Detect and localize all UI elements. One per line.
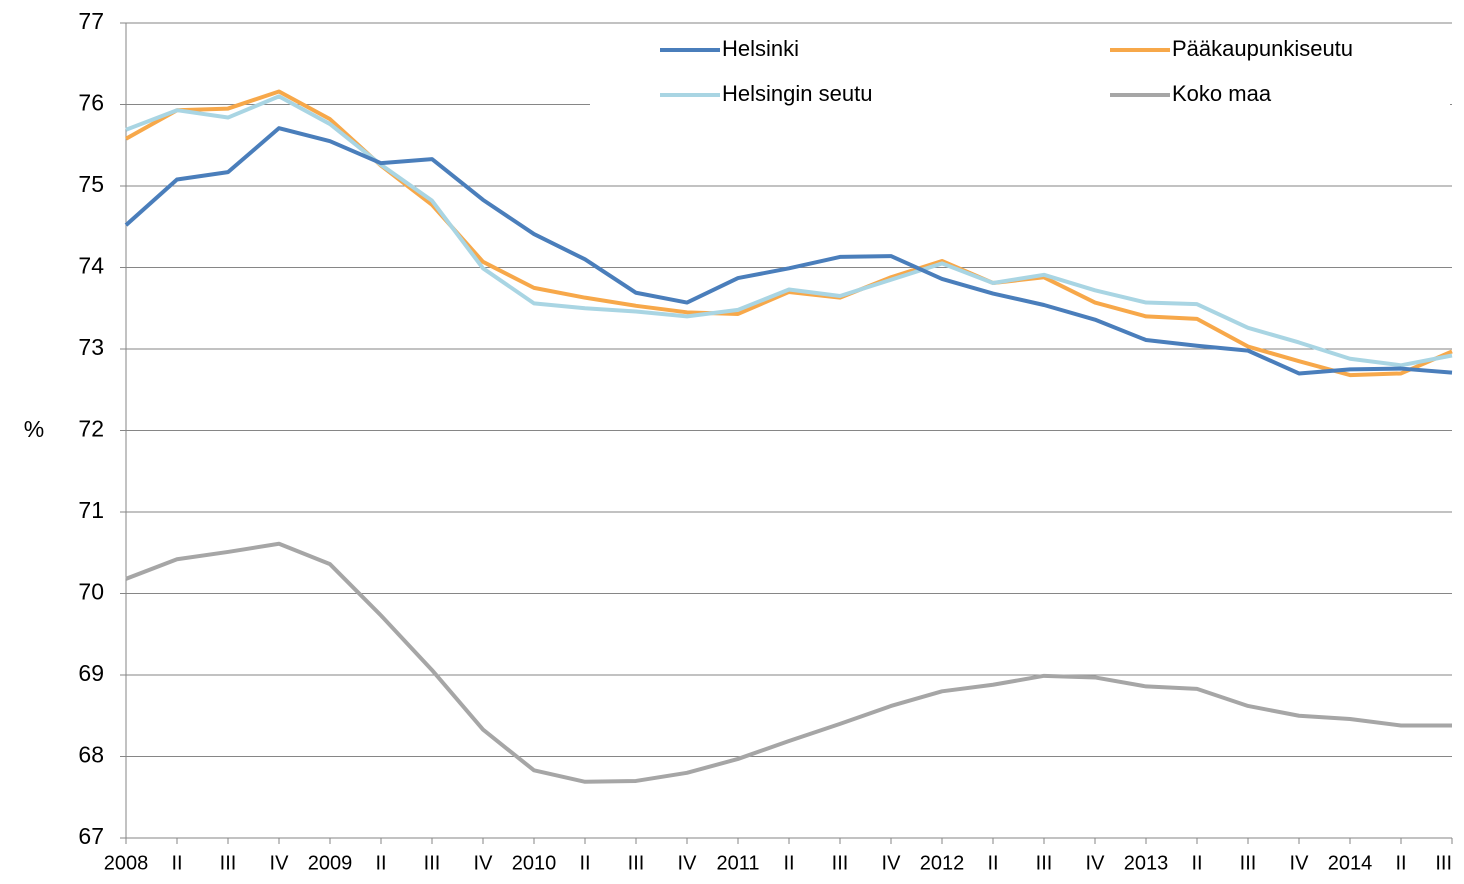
y-tick-label: 75 bbox=[78, 171, 104, 197]
legend-label: Helsingin seutu bbox=[722, 81, 872, 106]
x-tick-label: 2013 bbox=[1124, 852, 1169, 874]
x-tick-label: 2014 bbox=[1328, 852, 1373, 874]
y-tick-label: 72 bbox=[78, 416, 104, 442]
y-tick-label: 71 bbox=[78, 497, 104, 523]
y-tick-label: 69 bbox=[78, 660, 104, 686]
y-tick-label: 73 bbox=[78, 334, 104, 360]
legend-label: Helsinki bbox=[722, 36, 799, 61]
x-tick-label: II bbox=[987, 852, 998, 874]
x-tick-label: IV bbox=[270, 852, 290, 874]
x-tick-label: III bbox=[1435, 852, 1452, 874]
x-tick-label: II bbox=[171, 852, 182, 874]
x-tick-label: II bbox=[1395, 852, 1406, 874]
x-tick-label: III bbox=[832, 852, 849, 874]
y-tick-label: 67 bbox=[78, 823, 104, 849]
x-tick-label: 2011 bbox=[716, 852, 759, 874]
x-tick-label: II bbox=[375, 852, 386, 874]
x-tick-label: IV bbox=[882, 852, 902, 874]
x-tick-label: IV bbox=[1290, 852, 1310, 874]
x-tick-label: III bbox=[1240, 852, 1257, 874]
y-tick-label: 76 bbox=[78, 90, 104, 116]
x-tick-label: III bbox=[1036, 852, 1053, 874]
y-tick-label: 77 bbox=[78, 8, 104, 34]
y-tick-label: 74 bbox=[78, 253, 104, 279]
y-tick-label: 70 bbox=[78, 579, 104, 605]
x-tick-label: IV bbox=[678, 852, 698, 874]
x-tick-label: II bbox=[579, 852, 590, 874]
series-line bbox=[125, 541, 1452, 784]
legend-label: Koko maa bbox=[1172, 81, 1272, 106]
x-tick-label: 2008 bbox=[104, 852, 149, 874]
series-line bbox=[125, 89, 1453, 378]
y-tick-label: 68 bbox=[78, 742, 104, 768]
x-tick-label: III bbox=[424, 852, 441, 874]
legend-label: Pääkaupunkiseutu bbox=[1172, 36, 1353, 61]
x-tick-label: IV bbox=[1086, 852, 1106, 874]
x-tick-label: 2009 bbox=[308, 852, 353, 874]
x-tick-label: II bbox=[783, 852, 794, 874]
x-tick-label: IV bbox=[474, 852, 494, 874]
x-tick-label: III bbox=[628, 852, 645, 874]
series-line bbox=[125, 94, 1453, 368]
x-tick-label: II bbox=[1191, 852, 1202, 874]
legend-background bbox=[590, 30, 1450, 120]
x-tick-label: 2010 bbox=[512, 852, 557, 874]
series-line bbox=[124, 126, 1453, 376]
x-tick-label: III bbox=[220, 852, 237, 874]
x-tick-label: 2012 bbox=[920, 852, 965, 874]
y-axis-label: % bbox=[24, 416, 44, 442]
